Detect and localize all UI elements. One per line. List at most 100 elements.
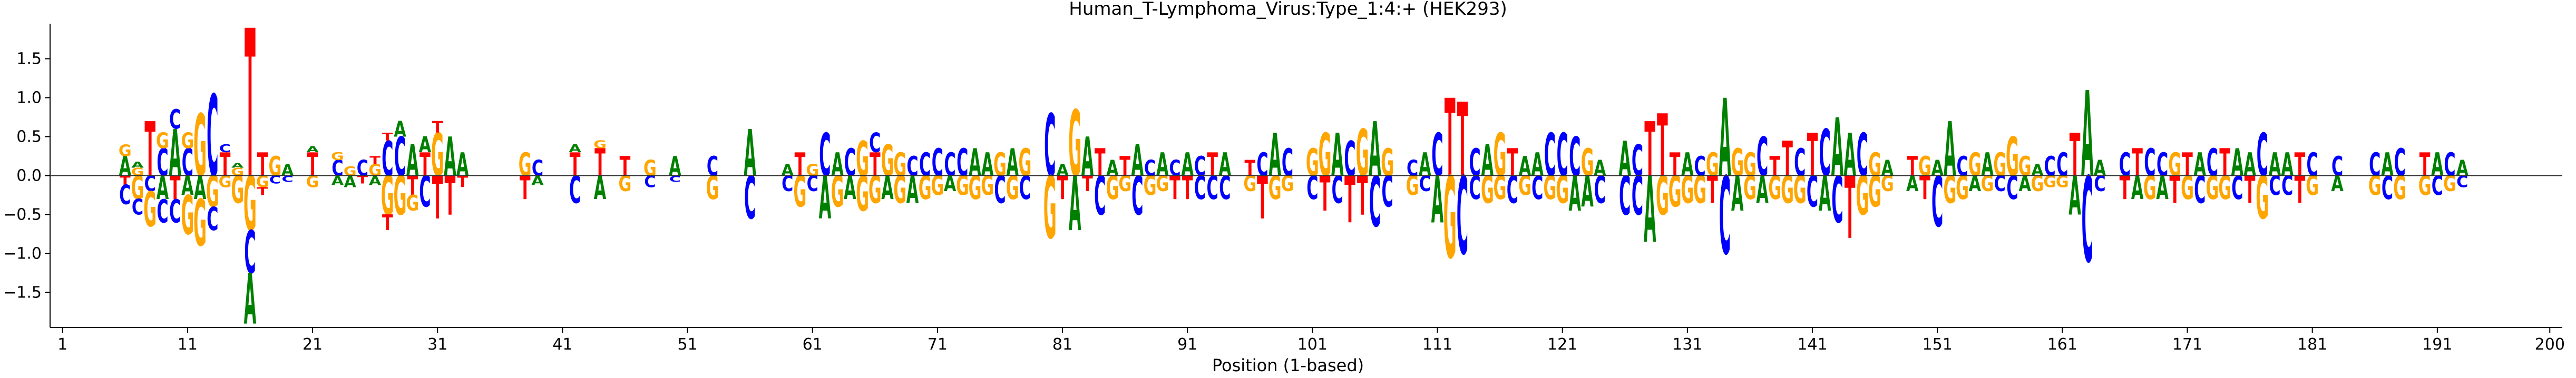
logo-letter-g: G (2368, 170, 2382, 201)
logo-letter-t: T (457, 173, 468, 192)
logo-letter-a: A (1969, 172, 1982, 196)
logo-letter-a: A (1181, 146, 1193, 184)
logo-letter-a: A (1081, 126, 1094, 188)
logo-letter-c: C (1344, 132, 1355, 187)
logo-letter-a: A (881, 170, 893, 207)
x-tick-label: 191 (2422, 335, 2452, 354)
logo-letter-c: C (2394, 141, 2406, 184)
logo-letter-c: C (1956, 151, 1968, 182)
logo-letter-a: A (1831, 101, 1844, 195)
logo-letter-g: G (1556, 168, 1569, 212)
logo-letter-g: G (1043, 159, 1057, 258)
logo-letter-t: T (1707, 168, 1718, 212)
logo-letter-g: G (869, 168, 882, 212)
logo-letter-t: T (419, 146, 431, 184)
x-tick-label: 171 (2172, 335, 2202, 354)
logo-letter-c: C (1819, 116, 1831, 191)
logo-letter-c: C (169, 104, 181, 135)
x-tick-label: 101 (1297, 335, 1328, 354)
logo-letter-c: C (807, 172, 818, 196)
logo-letter-c: C (1544, 122, 1556, 190)
logo-letter-a: A (1006, 141, 1018, 184)
logo-letter-c: C (919, 146, 931, 184)
logo-letter-g: G (981, 170, 994, 201)
logo-letter-g: G (406, 192, 419, 216)
logo-letter-c: C (2082, 152, 2093, 290)
logo-letter-c: C (1931, 162, 1943, 243)
logo-letter-c: C (2157, 146, 2168, 184)
logo-letter-t: T (520, 170, 531, 207)
logo-letter-g: G (181, 129, 194, 153)
logo-letter-g: G (344, 164, 357, 178)
logo-letter-c: C (1306, 170, 1318, 207)
logo-letter-g: G (1281, 172, 1294, 196)
logo-letter-a: A (1581, 167, 1594, 217)
logo-letter-c: C (2369, 146, 2380, 184)
logo-letter-c: C (1369, 162, 1381, 243)
logo-letter-t: T (1257, 165, 1268, 233)
logo-letter-c: C (1619, 165, 1631, 227)
logo-letter-a: A (819, 165, 831, 233)
logo-letter-g: G (856, 132, 869, 187)
logo-letter-a: A (344, 173, 356, 192)
logo-letter-g: G (931, 170, 944, 201)
logo-letter-c: C (1019, 170, 1031, 207)
logo-letter-c: C (1407, 156, 1418, 181)
logo-letter-g: G (956, 170, 969, 201)
logo-letter-t: T (382, 211, 393, 235)
logo-letter-g: G (593, 139, 607, 152)
x-tick-label: 151 (1923, 335, 1953, 354)
logo-letter-a: A (1756, 168, 1768, 212)
logo-letter-a: A (231, 162, 244, 170)
logo-letter-c: C (2307, 146, 2318, 184)
logo-letter-g: G (1406, 170, 1419, 201)
logo-letter-c: C (1469, 170, 1481, 207)
logo-letter-a: A (2094, 156, 2106, 181)
logo-letter-t: T (1445, 77, 1456, 201)
logo-letter-c: C (1507, 168, 1518, 212)
logo-letter-g: G (1319, 122, 1332, 190)
logo-letter-c: C (669, 174, 681, 184)
logo-letter-c: C (1594, 168, 1606, 212)
logo-letter-g: G (1156, 172, 1169, 196)
logo-letter-g: G (1018, 141, 1031, 184)
logo-letter-g: G (1443, 153, 1457, 284)
logo-letter-a: A (1481, 136, 1494, 186)
logo-letter-a: A (419, 133, 432, 157)
logo-letter-a: A (2456, 156, 2469, 181)
logo-letter-t: T (1244, 156, 1255, 181)
logo-letter-g: G (1968, 146, 1982, 184)
logo-letter-g: G (394, 165, 407, 227)
logo-letter-g: G (881, 136, 894, 186)
logo-letter-g: G (806, 161, 819, 180)
x-tick-label: 21 (303, 335, 323, 354)
logo-letter-g: G (231, 168, 244, 212)
logo-letter-t: T (307, 146, 318, 184)
logo-letter-t: T (357, 174, 368, 186)
logo-letter-g: G (1981, 172, 1994, 196)
logo-letter-a: A (1619, 132, 1632, 187)
logo-letter-t: T (2132, 141, 2143, 184)
logo-letter-t: T (1457, 82, 1468, 200)
x-tick-label: 71 (928, 335, 948, 354)
logo-letter-t: T (2169, 168, 2180, 212)
logo-letter-g: G (893, 146, 906, 184)
logo-letter-c: C (2006, 170, 2018, 207)
logo-letter-c: C (1719, 155, 1731, 279)
logo-letter-t: T (1320, 167, 1331, 223)
logo-letter-g: G (519, 146, 532, 184)
logo-letter-c: C (1857, 122, 1868, 190)
logo-letter-c: C (1044, 96, 1056, 196)
logo-letter-a: A (1881, 156, 1894, 181)
logo-letter-a: A (1156, 146, 1168, 184)
logo-letter-c: C (744, 165, 756, 233)
logo-letter-c: C (1794, 141, 1806, 184)
logo-letter-g: G (2306, 170, 2319, 201)
logo-letter-c: C (207, 72, 218, 202)
logo-letter-a: A (244, 259, 256, 340)
logo-letter-c: C (1632, 136, 1643, 186)
logo-letter-a: A (157, 170, 169, 207)
logo-letter-c: C (844, 141, 856, 184)
logo-letter-c: C (1457, 155, 1468, 279)
logo-letter-t: T (1357, 165, 1368, 227)
